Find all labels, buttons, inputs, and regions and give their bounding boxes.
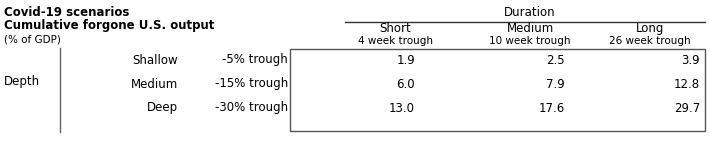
Text: 13.0: 13.0 [389, 102, 415, 115]
Text: Medium: Medium [506, 22, 554, 35]
Text: 6.0: 6.0 [396, 77, 415, 90]
Text: -15% trough: -15% trough [215, 77, 288, 90]
Text: (% of GDP): (% of GDP) [4, 34, 61, 44]
Text: Long: Long [636, 22, 664, 35]
Text: 29.7: 29.7 [674, 102, 700, 115]
Text: -30% trough: -30% trough [215, 102, 288, 115]
Text: 10 week trough: 10 week trough [489, 36, 571, 46]
Text: Short: Short [379, 22, 411, 35]
Text: Duration: Duration [504, 6, 556, 19]
Text: Shallow: Shallow [133, 54, 178, 67]
Text: 26 week trough: 26 week trough [609, 36, 691, 46]
Text: Depth: Depth [4, 76, 40, 88]
Bar [290, 49, 705, 131]
Text: Medium: Medium [130, 77, 178, 90]
Text: Cumulative forgone U.S. output: Cumulative forgone U.S. output [4, 19, 214, 32]
Text: 17.6: 17.6 [539, 102, 565, 115]
Text: 7.9: 7.9 [546, 77, 565, 90]
Text: 2.5: 2.5 [547, 54, 565, 67]
Text: Covid-19 scenarios: Covid-19 scenarios [4, 6, 129, 19]
Text: Deep: Deep [147, 102, 178, 115]
Text: 3.9: 3.9 [681, 54, 700, 67]
Text: -5% trough: -5% trough [222, 54, 288, 67]
Text: 4 week trough: 4 week trough [357, 36, 432, 46]
Text: 12.8: 12.8 [674, 77, 700, 90]
Text: 1.9: 1.9 [396, 54, 415, 67]
